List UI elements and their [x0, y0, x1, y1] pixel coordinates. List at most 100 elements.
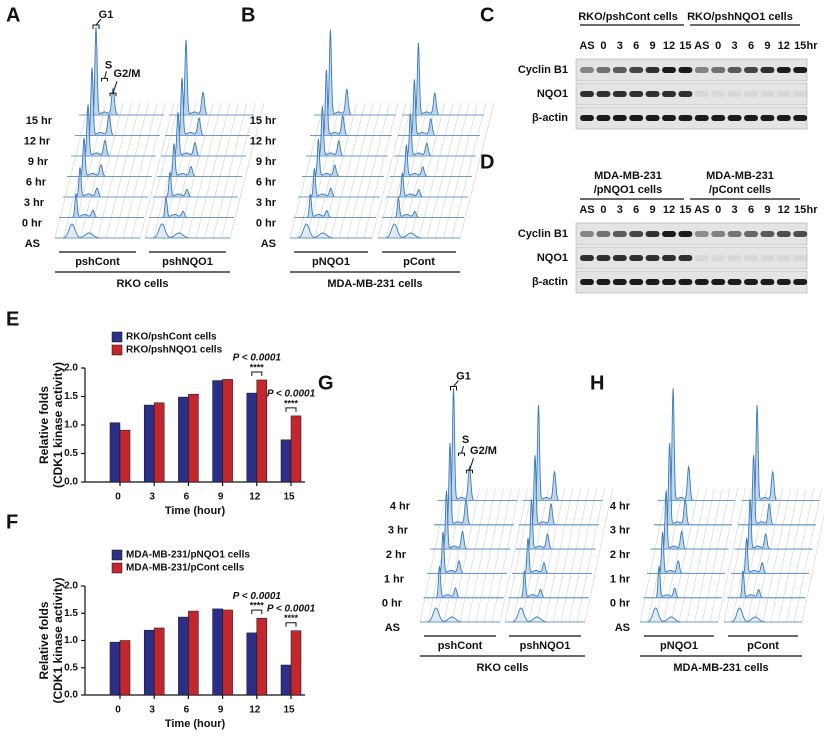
band: [727, 67, 742, 73]
panel-letter: F: [6, 511, 18, 533]
band: [580, 231, 594, 237]
label: 1 hr: [384, 573, 405, 585]
label: 3 hr: [610, 525, 631, 537]
grid-line: [709, 488, 738, 623]
band: [596, 231, 611, 237]
grid-line: [459, 488, 488, 623]
grid-line: [694, 488, 723, 623]
band: [744, 255, 758, 261]
band: [645, 255, 660, 261]
band: [678, 255, 693, 261]
x-tick-label: 3: [149, 705, 155, 716]
y-tick-label: 1.0: [64, 420, 78, 431]
label: RKO/pshCont cells: [578, 11, 678, 23]
bar: [212, 380, 223, 483]
label: AS: [261, 238, 276, 250]
bar: [153, 627, 165, 696]
band: [727, 255, 742, 261]
grid-line: [678, 488, 707, 623]
label: 3: [617, 40, 623, 52]
panel-letter: E: [6, 308, 19, 330]
significance-stars: ****: [284, 398, 299, 408]
label: /pNQO1 cells: [594, 184, 662, 196]
label: 15: [794, 40, 806, 52]
grid-line: [475, 488, 504, 623]
band: [744, 231, 758, 237]
grid-line: [289, 102, 325, 239]
label: RKO cells: [117, 278, 169, 290]
label: MDA-MB-231 cells: [673, 662, 768, 674]
panel-letter: A: [6, 4, 20, 26]
band: [645, 67, 660, 73]
bar: [256, 379, 268, 483]
grid-line: [560, 488, 589, 623]
bar: [119, 429, 131, 483]
label: S: [105, 59, 112, 71]
legend-swatch: [111, 549, 123, 561]
grid-line: [195, 102, 231, 239]
label: 12: [663, 204, 675, 216]
p-value: P < 0.0001: [233, 353, 282, 364]
bar: [246, 632, 258, 696]
band: [727, 115, 742, 121]
x-axis-title: Time (hour): [165, 718, 226, 730]
label: AS: [25, 238, 40, 250]
band: [662, 255, 676, 261]
label: 12 hr: [250, 135, 277, 147]
y-tick-label: 0.0: [64, 690, 78, 701]
band: [744, 115, 758, 121]
band: [760, 231, 775, 237]
grid-line: [655, 488, 684, 623]
band: [793, 255, 808, 261]
grid-line: [212, 102, 248, 239]
x-tick-label: 15: [283, 492, 295, 503]
label: 3 hr: [24, 197, 45, 209]
band: [580, 67, 594, 73]
bracket: [101, 71, 108, 82]
label: AS: [694, 204, 709, 216]
label: 0 hr: [22, 217, 43, 229]
bar: [188, 610, 199, 696]
grid-line: [371, 102, 407, 239]
legend-swatch: [111, 562, 123, 574]
label: hr: [807, 204, 819, 216]
band: [776, 279, 791, 285]
label: 1 hr: [610, 573, 631, 585]
label: 3: [732, 204, 738, 216]
label: 3: [732, 40, 738, 52]
bracket: [466, 458, 474, 474]
label: 15 hr: [26, 115, 53, 127]
label: pNQO1: [312, 256, 350, 268]
grid-line: [418, 102, 454, 239]
grid-line: [723, 488, 752, 623]
x-tick-label: 12: [249, 705, 261, 716]
band: [645, 91, 660, 97]
grid-line: [793, 488, 822, 623]
bar: [188, 393, 199, 483]
bar: [119, 640, 131, 696]
band: [629, 115, 644, 121]
band: [694, 231, 709, 237]
bar: [290, 415, 302, 483]
grid-line: [229, 102, 265, 239]
label: RKO cells: [477, 662, 529, 674]
band: [645, 231, 660, 237]
label: 6 hr: [26, 176, 47, 188]
band: [744, 91, 758, 97]
grid-line: [778, 488, 807, 623]
band: [776, 115, 791, 121]
grid-line: [419, 488, 448, 623]
band: [793, 231, 808, 237]
grid-line: [702, 488, 731, 623]
grid-line: [686, 488, 715, 623]
band: [776, 255, 791, 261]
band: [612, 91, 627, 97]
label: 4 hr: [390, 500, 411, 512]
bracket: [109, 81, 118, 97]
grid-line: [97, 102, 132, 239]
bracket: [92, 18, 102, 29]
band: [793, 279, 808, 285]
grid-line: [435, 102, 470, 239]
grid-line: [762, 488, 791, 623]
y-axis-title: Relative folds: [37, 386, 51, 464]
